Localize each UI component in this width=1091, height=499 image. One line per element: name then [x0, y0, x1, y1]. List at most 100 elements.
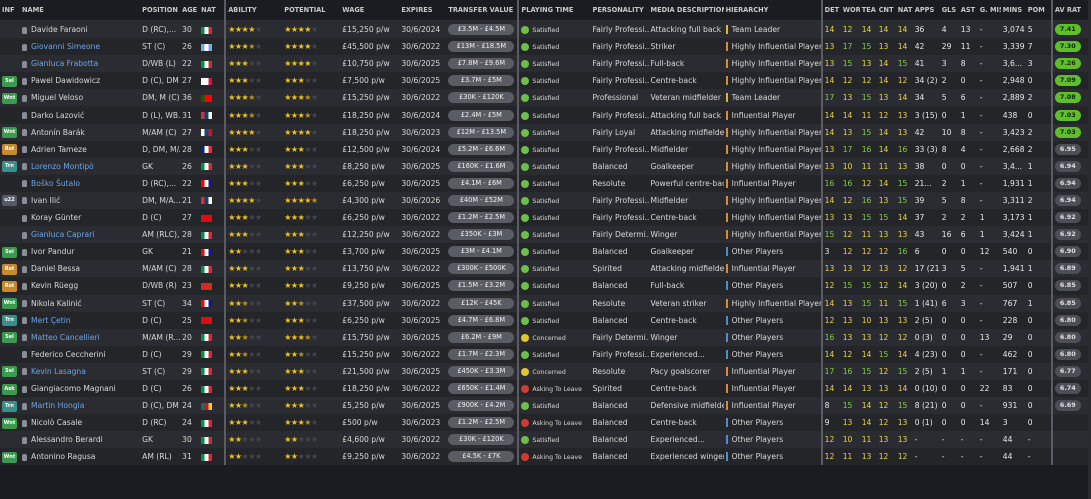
column-header-media-description[interactable]: MEDIA DESCRIPTION: [648, 0, 724, 21]
name-cell[interactable]: Matteo Cancellieri: [20, 328, 141, 346]
player-name[interactable]: Giangiacomo Magnani: [31, 384, 116, 394]
name-cell[interactable]: Giovanni Simeone: [20, 38, 141, 56]
column-header-det[interactable]: DET: [820, 0, 841, 21]
player-row[interactable]: Sel Kevin Lasagna ST (C) 29 ★★★★★ ★★★★★ £21,50…: [0, 362, 1091, 380]
column-header-ability[interactable]: ABILITY: [224, 0, 283, 21]
column-header-wage[interactable]: WAGE: [340, 0, 400, 21]
name-cell[interactable]: Kevin Rüegg: [20, 277, 141, 295]
player-name[interactable]: Daniel Bessa: [31, 264, 81, 274]
player-name[interactable]: Matteo Cancellieri: [31, 332, 100, 342]
column-header-gls[interactable]: GLS: [939, 0, 959, 21]
column-header-personality[interactable]: PERSONALITY: [590, 0, 649, 21]
name-cell[interactable]: Pawel Dawidowicz: [20, 72, 141, 90]
player-row[interactable]: Rst Daniel Bessa M/AM (C) 28 ★★★★★ ★★★★★ £13,7…: [0, 260, 1091, 278]
name-cell[interactable]: Ivor Pandur: [20, 243, 141, 261]
player-row[interactable]: Sel Matteo Cancellieri M/AM (R... 20 ★★★★★ ★★…: [0, 328, 1091, 346]
player-name[interactable]: Antonino Ragusa: [31, 452, 96, 462]
player-row[interactable]: Wnt Antonín Barák M/AM (C) 27 ★★★★★ ★★★★★ £18,…: [0, 123, 1091, 141]
player-row[interactable]: Gianluca Frabotta D/WB (L) 22 ★★★★★ ★★★★★ £10…: [0, 55, 1091, 73]
player-row[interactable]: Rst Kevin Rüegg D/WB (R) 23 ★★★★★ ★★★★★ £9,250…: [0, 277, 1091, 295]
player-row[interactable]: Trn Martin Hongla D (C), DM 24 ★★★★★ ★★★★★ £5,…: [0, 397, 1091, 415]
name-cell[interactable]: Gianluca Caprari: [20, 226, 141, 244]
player-row[interactable]: Wnt Nikola Kalinić ST (C) 34 ★★★★★ ★★★★★ £37,5…: [0, 294, 1091, 312]
column-header-age[interactable]: AGE: [180, 0, 200, 21]
name-cell[interactable]: Daniel Bessa: [20, 260, 141, 278]
column-header-mins[interactable]: MINS: [1000, 0, 1026, 21]
player-row[interactable]: Koray Günter D (C) 27 ★★★★★ ★★★★★ £6,250 p/w 3…: [0, 209, 1091, 227]
name-cell[interactable]: Nikola Kalinić: [20, 294, 141, 312]
player-row[interactable]: Wnt Miguel Veloso DM, M (C) 36 ★★★★★ ★★★★★ £15…: [0, 89, 1091, 107]
name-cell[interactable]: Alessandro Berardi: [20, 431, 141, 449]
scrollbar[interactable]: [1088, 0, 1091, 499]
player-name[interactable]: Giovanni Simeone: [31, 42, 101, 52]
column-header-g-mis[interactable]: G. MIS: [977, 0, 1001, 21]
column-header-hierarchy[interactable]: HIERARCHY: [723, 0, 822, 21]
column-header-playing-time[interactable]: PLAYING TIME: [517, 0, 591, 21]
player-row[interactable]: Trn Lorenzo Montipò GK 26 ★★★★★ ★★★★★ £8,250 p…: [0, 157, 1091, 175]
column-header-wor[interactable]: WOR: [840, 0, 860, 21]
player-name[interactable]: Antonín Barák: [31, 127, 85, 137]
column-header-nat[interactable]: NAT: [895, 0, 913, 21]
name-cell[interactable]: Koray Günter: [20, 209, 141, 227]
name-cell[interactable]: Gianluca Frabotta: [20, 55, 141, 73]
player-name[interactable]: Ivor Pandur: [31, 247, 75, 257]
player-row[interactable]: Wnt Antonino Ragusa AM (RL) 31 ★★★★★ ★★★★★ £9,…: [0, 448, 1091, 466]
name-cell[interactable]: Ivan Ilić: [20, 191, 141, 210]
player-name[interactable]: Davide Faraoni: [31, 25, 88, 35]
name-cell[interactable]: Antonín Barák: [20, 123, 141, 141]
player-row[interactable]: Boško Šutalo D (RC),... 22 ★★★★★ ★★★★★ £6,250…: [0, 174, 1091, 192]
name-cell[interactable]: Boško Šutalo: [20, 174, 141, 192]
player-name[interactable]: Boško Šutalo: [31, 178, 81, 188]
name-cell[interactable]: Miguel Veloso: [20, 89, 141, 107]
column-header-apps[interactable]: APPS: [912, 0, 940, 21]
player-row[interactable]: Alessandro Berardi GK 30 ★★★★★ ★★★★★ £4,600 p…: [0, 431, 1091, 449]
name-cell[interactable]: Nicolò Casale: [20, 414, 141, 432]
player-name[interactable]: Adrien Tameze: [31, 144, 87, 154]
name-cell[interactable]: Darko Lazović: [20, 106, 141, 124]
player-name[interactable]: Martin Hongla: [31, 401, 85, 411]
name-cell[interactable]: Antonino Ragusa: [20, 448, 141, 466]
player-row[interactable]: Sel Ivor Pandur GK 21 ★★★★★ ★★★★★ £3,700 p/w 30…: [0, 243, 1091, 261]
column-header-potential[interactable]: POTENTIAL: [282, 0, 341, 21]
player-row[interactable]: Trn Mert Çetin D (C) 25 ★★★★★ ★★★★★ £6,250 p/w…: [0, 311, 1091, 329]
player-name[interactable]: Gianluca Caprari: [31, 230, 95, 240]
name-cell[interactable]: Lorenzo Montipò: [20, 157, 141, 175]
player-name[interactable]: Mert Çetin: [31, 315, 71, 325]
player-row[interactable]: Ask Giangiacomo Magnani D (C) 26 ★★★★★ ★★★★★ £…: [0, 379, 1091, 398]
player-name[interactable]: Gianluca Frabotta: [31, 59, 99, 69]
column-header-position[interactable]: POSITION: [140, 0, 181, 21]
player-name[interactable]: Alessandro Berardi: [31, 435, 103, 445]
player-row[interactable]: Davide Faraoni D (RC),... 30 ★★★★★ ★★★★★ £15,…: [0, 20, 1091, 39]
column-header-tea[interactable]: TEA: [859, 0, 877, 21]
player-row[interactable]: Giovanni Simeone ST (C) 26 ★★★★★ ★★★★★ £45,50…: [0, 38, 1091, 56]
player-name[interactable]: Pawel Dawidowicz: [31, 76, 101, 86]
player-name[interactable]: Miguel Veloso: [31, 93, 84, 103]
column-header-av-rat[interactable]: AV RAT: [1050, 0, 1091, 21]
player-name[interactable]: Nikola Kalinić: [31, 298, 82, 308]
column-header-inf[interactable]: INF: [0, 0, 21, 21]
player-name[interactable]: Koray Günter: [31, 213, 82, 223]
player-row[interactable]: u22 Ivan Ilić DM, M/A... 21 ★★★★★ ★★★★★ £4,300…: [0, 191, 1091, 210]
column-header-pom[interactable]: POM: [1025, 0, 1052, 21]
player-row[interactable]: Federico Ceccherini D (C) 29 ★★★★★ ★★★★★ £15,…: [0, 345, 1091, 363]
name-cell[interactable]: Giangiacomo Magnani: [20, 379, 141, 398]
column-header-nat[interactable]: NAT: [199, 0, 226, 21]
player-name[interactable]: Kevin Rüegg: [31, 281, 79, 291]
column-header-ast[interactable]: AST: [958, 0, 978, 21]
name-cell[interactable]: Adrien Tameze: [20, 140, 141, 158]
column-header-expires[interactable]: EXPIRES: [399, 0, 447, 21]
column-header-transfer-value[interactable]: TRANSFER VALUE: [446, 0, 519, 21]
player-name[interactable]: Nicolò Casale: [31, 418, 83, 428]
player-name[interactable]: Darko Lazović: [31, 110, 85, 120]
name-cell[interactable]: Martin Hongla: [20, 397, 141, 415]
name-cell[interactable]: Kevin Lasagna: [20, 362, 141, 380]
player-row[interactable]: Wnt Nicolò Casale D (RC) 24 ★★★★★ ★★★★★ £500 p…: [0, 414, 1091, 432]
column-header-cnt[interactable]: CNT: [876, 0, 896, 21]
player-name[interactable]: Kevin Lasagna: [31, 366, 86, 376]
column-header-name[interactable]: NAME: [20, 0, 141, 21]
name-cell[interactable]: Davide Faraoni: [20, 20, 141, 39]
player-name[interactable]: Ivan Ilić: [31, 195, 61, 205]
